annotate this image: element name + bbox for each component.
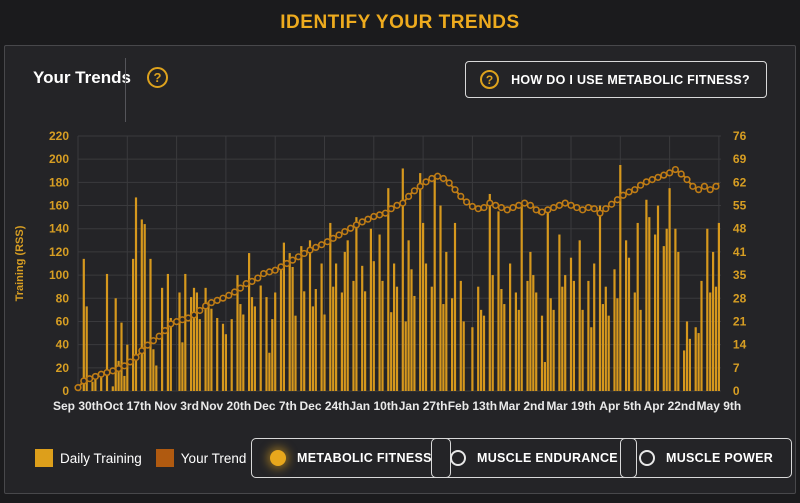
svg-text:Nov 20th: Nov 20th [201,399,252,413]
svg-text:0: 0 [733,384,740,398]
svg-text:35: 35 [733,268,747,282]
panel-header: Your Trends ? ? HOW DO I USE METABOLIC F… [5,46,795,122]
svg-text:14: 14 [733,338,747,352]
metabolic-fitness-button[interactable]: METABOLIC FITNESS [251,438,451,478]
svg-text:Apr 22nd: Apr 22nd [644,399,696,413]
muscle-power-label: MUSCLE POWER [666,451,774,465]
svg-text:20: 20 [56,361,70,375]
svg-text:60: 60 [56,314,70,328]
svg-text:Training (RSS): Training (RSS) [14,225,26,301]
svg-text:Oct 17th: Oct 17th [103,399,151,413]
svg-text:21: 21 [733,314,747,328]
svg-text:41: 41 [733,245,747,259]
svg-text:200: 200 [49,152,69,166]
muscle-endurance-radio-icon [450,450,466,466]
your-trend-swatch [155,449,174,467]
svg-text:Apr 5th: Apr 5th [599,399,641,413]
svg-text:62: 62 [733,175,747,189]
svg-text:76: 76 [733,129,747,143]
svg-text:Mar 19th: Mar 19th [546,399,595,413]
muscle-endurance-label: MUSCLE ENDURANCE [477,451,618,465]
page-title: IDENTIFY YOUR TRENDS [280,11,520,33]
svg-text:180: 180 [49,175,69,189]
svg-text:Sep 30th: Sep 30th [53,399,103,413]
svg-text:140: 140 [49,222,69,236]
svg-text:160: 160 [49,199,69,213]
svg-text:80: 80 [56,291,70,305]
muscle-power-radio-icon [639,450,655,466]
daily-training-swatch [35,449,53,467]
muscle-endurance-button[interactable]: MUSCLE ENDURANCE [431,438,637,478]
trends-panel: Your Trends ? ? HOW DO I USE METABOLIC F… [4,45,796,494]
svg-text:0: 0 [62,384,69,398]
your-trend-label: Your Trend [180,450,247,466]
svg-text:7: 7 [733,361,740,375]
trend-chart-svg: 0 0 20 7 40 14 60 21 80 28 100 35 120 41 140 48 160 55 180… [14,129,747,413]
svg-text:40: 40 [56,338,70,352]
svg-text:100: 100 [49,268,69,282]
page-header: IDENTIFY YOUR TRENDS [0,0,800,45]
how-to-use-label: HOW DO I USE METABOLIC FITNESS? [511,72,750,87]
svg-text:Jan 27th: Jan 27th [399,399,448,413]
svg-text:120: 120 [49,245,69,259]
legend-item-daily-training: Daily Training [35,449,142,467]
legend-item-your-trend: Your Trend [155,449,247,467]
trends-help-icon[interactable]: ? [147,67,168,88]
svg-text:Jan 10th: Jan 10th [349,399,398,413]
svg-text:Feb 13th: Feb 13th [448,399,497,413]
bottom-row: Daily Training Your Trend METABOLIC FITN… [5,438,795,480]
header-divider [125,58,126,122]
metabolic-fitness-radio-icon [270,450,286,466]
svg-text:28: 28 [733,291,747,305]
svg-text:Dec 24th: Dec 24th [299,399,349,413]
svg-text:May 9th: May 9th [697,399,742,413]
svg-text:55: 55 [733,199,747,213]
svg-text:Mar 2nd: Mar 2nd [499,399,545,413]
panel-title: Your Trends [33,68,131,87]
svg-text:Nov 3rd: Nov 3rd [154,399,199,413]
question-circle-icon: ? [480,70,500,89]
svg-text:69: 69 [733,152,747,166]
muscle-power-button[interactable]: MUSCLE POWER [620,438,793,478]
svg-text:Dec 7th: Dec 7th [254,399,297,413]
chart-legend: Daily Training Your Trend [35,449,246,467]
svg-text:48: 48 [733,222,747,236]
how-to-use-button[interactable]: ? HOW DO I USE METABOLIC FITNESS? [465,61,767,98]
svg-text:220: 220 [49,129,69,143]
daily-training-label: Daily Training [60,450,142,466]
trend-chart: 0 0 20 7 40 14 60 21 80 28 100 35 120 41 140 48 160 55 180… [11,114,795,430]
metabolic-fitness-label: METABOLIC FITNESS [297,451,432,465]
